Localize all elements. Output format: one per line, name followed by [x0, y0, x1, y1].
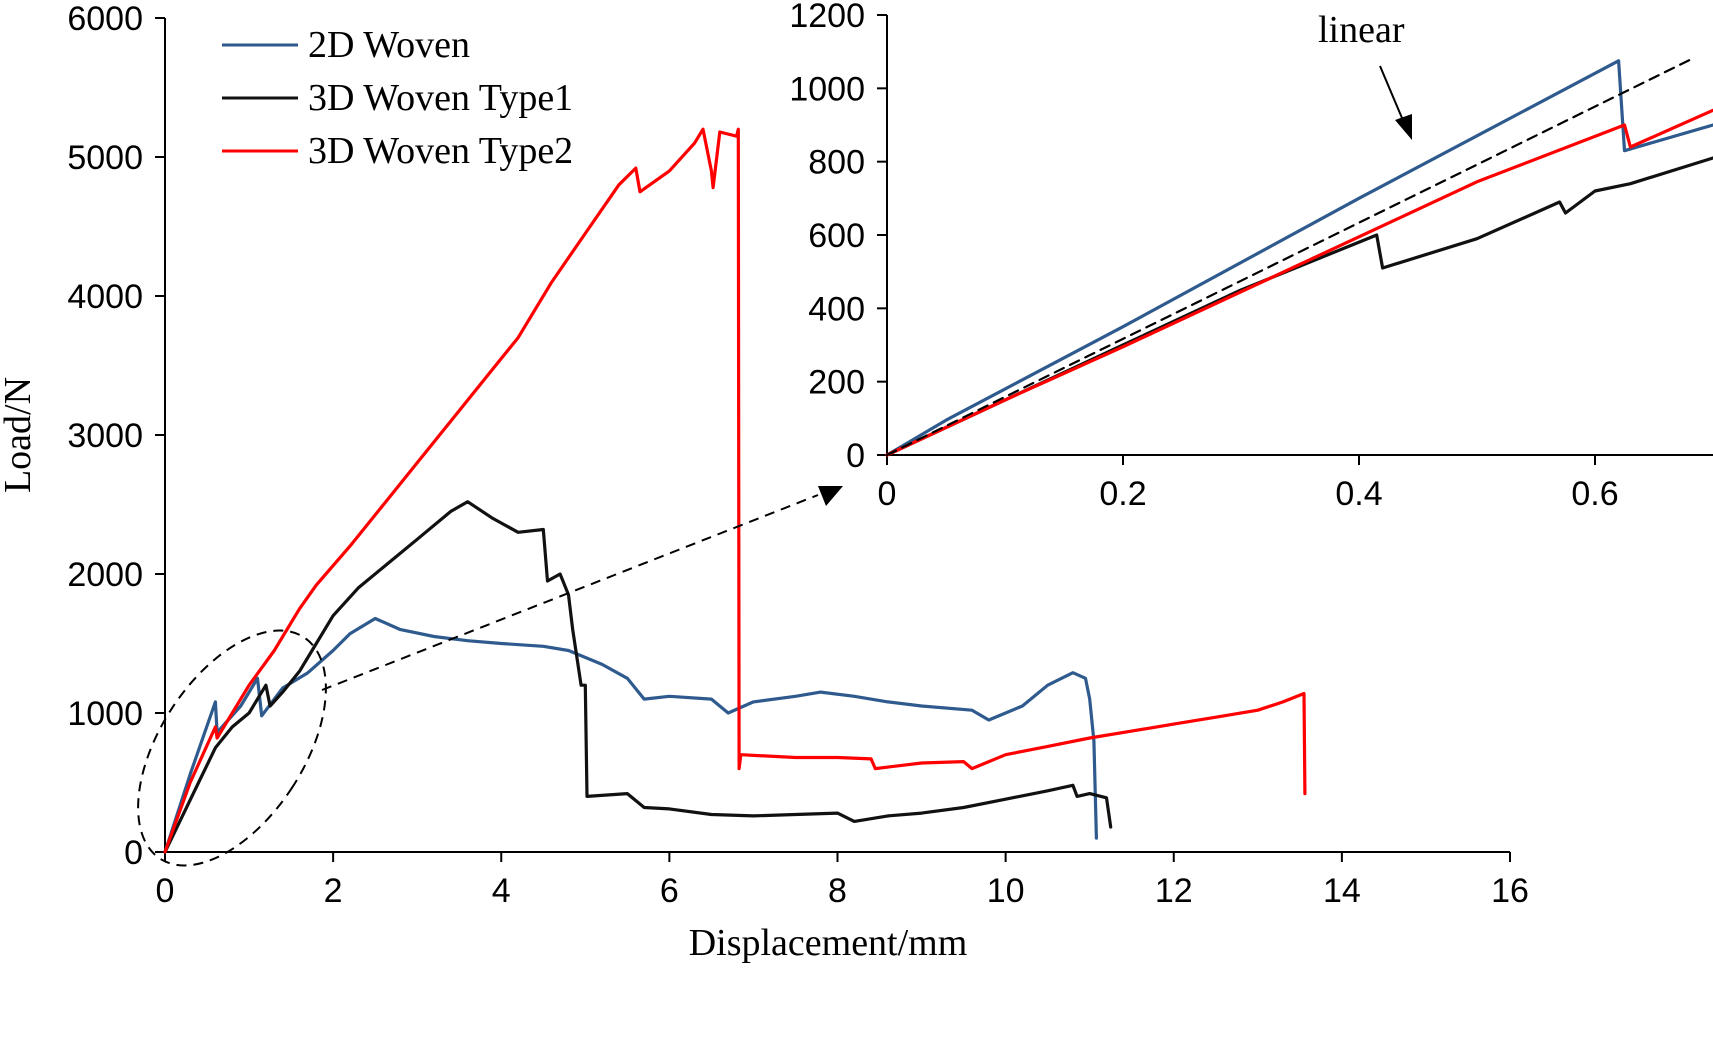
- legend-label-3d-woven-type1: 3D Woven Type1: [308, 77, 573, 119]
- linear-annotation-arrowhead: [1395, 114, 1412, 140]
- inset-y-tick-label: 1000: [789, 70, 865, 108]
- zoom-callout-arrow: [321, 494, 819, 691]
- main-x-tick-label: 6: [660, 872, 679, 910]
- main-x-tick-label: 12: [1155, 872, 1193, 910]
- main-y-tick-label: 5000: [67, 139, 143, 177]
- main-x-tick-label: 0: [156, 872, 175, 910]
- inset-x-tick-label: 0: [878, 475, 897, 513]
- main-x-tick-label: 2: [324, 872, 343, 910]
- inset-y-tick-label: 400: [808, 290, 865, 328]
- inset-y-tick-label: 1200: [789, 0, 865, 35]
- legend: 2D Woven 3D Woven Type1 3D Woven Type2: [222, 24, 573, 172]
- main-x-tick-label: 14: [1323, 872, 1361, 910]
- main-series: [163, 127, 1307, 854]
- main-y-tick-label: 6000: [67, 0, 143, 38]
- inset-y-tick-label: 200: [808, 364, 865, 402]
- legend-label-3d-woven-type2: 3D Woven Type2: [308, 130, 573, 172]
- inset-x-tick-label: 0.2: [1099, 475, 1146, 513]
- inset-y-tick-label: 600: [808, 217, 865, 255]
- inset-y-tick-label: 0: [846, 437, 865, 475]
- inset-y-tick-label: 800: [808, 144, 865, 182]
- main-x-tick-label: 16: [1491, 872, 1529, 910]
- main-y-tick-label: 4000: [67, 278, 143, 316]
- inset-chart: 0 0.2 0.4 0.6 0 200 400 600 800 1000 1200 linear: [789, 0, 1713, 513]
- zoom-callout-arrowhead: [818, 486, 843, 506]
- main-x-tick-label: 10: [987, 872, 1025, 910]
- inset-ticks: 0 0.2 0.4 0.6 0 200 400 600 800 1000 1200: [789, 0, 1618, 513]
- main-y-tick-label: 3000: [67, 417, 143, 455]
- main-y-tick-label: 1000: [67, 695, 143, 733]
- inset-linear-annotation: linear: [1318, 9, 1405, 51]
- inset-series-2d-woven: [885, 59, 1713, 457]
- main-series-3d-woven-type1: [163, 500, 1113, 854]
- linear-annotation-arrow: [1379, 65, 1403, 119]
- main-x-tick-label: 4: [492, 872, 511, 910]
- inset-series-linear: [885, 56, 1697, 457]
- main-series-3d-woven-type2: [163, 127, 1307, 854]
- inset-series-3d-woven-type1: [885, 156, 1713, 457]
- legend-label-2d-woven: 2D Woven: [308, 24, 470, 66]
- inset-series: [885, 56, 1713, 457]
- inset-series-3d-woven-type2: [885, 108, 1713, 457]
- inset-x-tick-label: 0.4: [1335, 475, 1382, 513]
- y-axis-title: Load/N: [0, 377, 39, 493]
- inset-x-tick-label: 0.6: [1571, 475, 1618, 513]
- main-x-tick-label: 8: [828, 872, 847, 910]
- x-axis-title: Displacement/mm: [689, 922, 968, 964]
- main-y-tick-label: 0: [124, 834, 143, 872]
- zoom-region-ellipse: [137, 629, 327, 867]
- main-y-tick-label: 2000: [67, 556, 143, 594]
- main-series-2d-woven: [163, 616, 1098, 854]
